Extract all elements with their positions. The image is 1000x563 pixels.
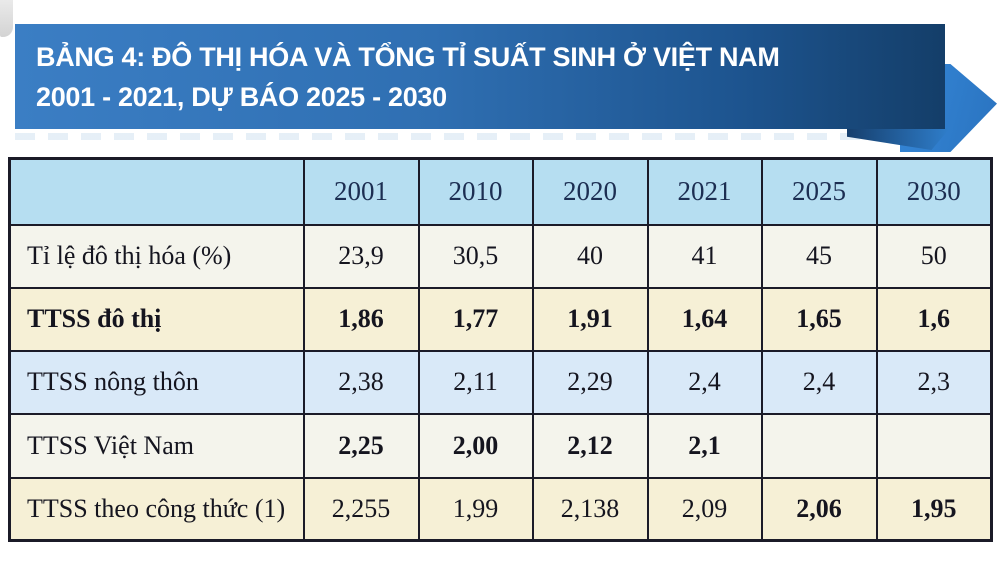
cell-value: 1,64 (646, 286, 763, 352)
row-label: Tỉ lệ đô thị hóa (%) (8, 223, 305, 289)
banner-title-line2: 2001 - 2021, DỰ BÁO 2025 - 2030 (36, 82, 447, 112)
cell-value: 1,91 (531, 286, 649, 352)
cell-value: 1,95 (875, 476, 993, 542)
table-row: TTSS nông thôn 2,38 2,11 2,29 2,4 2,4 2,… (8, 349, 993, 415)
title-banner: BẢNG 4: ĐÔ THỊ HÓA VÀ TỔNG TỈ SUẤT SINH … (15, 24, 945, 129)
cell-value: 41 (646, 223, 763, 289)
table-header-row: 2001 2010 2020 2021 2025 2030 (8, 157, 993, 226)
cell-value: 2,12 (531, 412, 649, 479)
table-row: TTSS Việt Nam 2,25 2,00 2,12 2,1 (8, 412, 993, 479)
cell-value: 2,09 (646, 476, 763, 542)
row-label: TTSS Việt Nam (8, 412, 305, 479)
cell-value: 2,255 (302, 476, 420, 542)
cell-value: 2,1 (646, 412, 763, 479)
corner-artifact (0, 0, 13, 37)
cell-value: 2,29 (531, 349, 649, 415)
row-label: TTSS nông thôn (8, 349, 305, 415)
header-year: 2010 (417, 157, 534, 226)
cell-value: 2,25 (302, 412, 420, 479)
cell-value: 2,4 (646, 349, 763, 415)
cell-value: 30,5 (417, 223, 534, 289)
cell-value: 1,65 (760, 286, 878, 352)
cell-value (875, 412, 993, 479)
cell-value: 40 (531, 223, 649, 289)
header-year: 2025 (760, 157, 878, 226)
cell-value: 2,3 (875, 349, 993, 415)
header-empty-cell (8, 157, 305, 226)
cell-value: 2,138 (531, 476, 649, 542)
ghost-dashes-artifact (15, 133, 945, 140)
cell-value: 1,86 (302, 286, 420, 352)
cell-value: 2,38 (302, 349, 420, 415)
header-year: 2021 (646, 157, 763, 226)
statistics-table: 2001 2010 2020 2021 2025 2030 Tỉ lệ đô t… (8, 157, 993, 542)
cell-value: 1,77 (417, 286, 534, 352)
table-row: TTSS theo công thức (1) 2,255 1,99 2,138… (8, 476, 993, 542)
row-label: TTSS đô thị (8, 286, 305, 352)
cell-value: 50 (875, 223, 993, 289)
cell-value (760, 412, 878, 479)
cell-value: 1,6 (875, 286, 993, 352)
cell-value: 2,00 (417, 412, 534, 479)
cell-value: 2,4 (760, 349, 878, 415)
cell-value: 23,9 (302, 223, 420, 289)
header-year: 2001 (302, 157, 420, 226)
table-row: TTSS đô thị 1,86 1,77 1,91 1,64 1,65 1,6 (8, 286, 993, 352)
table-row: Tỉ lệ đô thị hóa (%) 23,9 30,5 40 41 45 … (8, 223, 993, 289)
banner-title-line1: BẢNG 4: ĐÔ THỊ HÓA VÀ TỔNG TỈ SUẤT SINH … (36, 42, 780, 72)
cell-value: 2,11 (417, 349, 534, 415)
cell-value: 45 (760, 223, 878, 289)
cell-value: 1,99 (417, 476, 534, 542)
row-label: TTSS theo công thức (1) (8, 476, 305, 542)
cell-value: 2,06 (760, 476, 878, 542)
header-year: 2020 (531, 157, 649, 226)
header-year: 2030 (875, 157, 993, 226)
